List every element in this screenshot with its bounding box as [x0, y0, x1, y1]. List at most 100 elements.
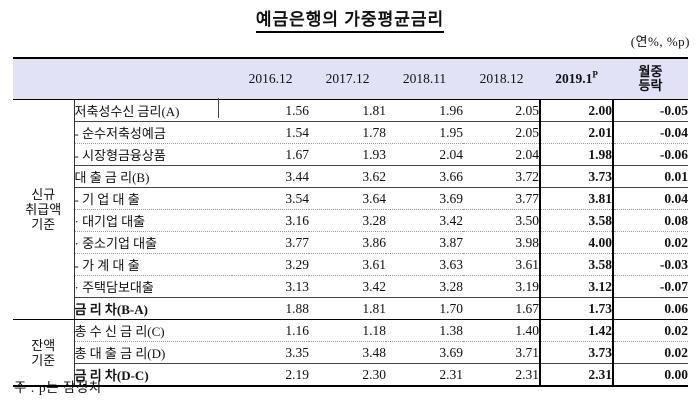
page-title-text: 예금은행의 가중평균금리: [255, 5, 445, 33]
value-cell: 3.69: [386, 341, 463, 364]
value-cell-change: -0.06: [613, 143, 688, 166]
value-cell: 2.19: [232, 363, 309, 387]
value-cell: 3.50: [463, 209, 540, 232]
rates-table: 2016.12 2017.12 2018.11 2018.12 2019.1P …: [13, 57, 688, 387]
label-column-divider-line: [218, 98, 219, 118]
value-cell: 2.30: [309, 363, 386, 387]
value-cell: 3.13: [232, 275, 309, 298]
table-row: 잔액 기준 총 수 신 금 리(C) 1.16 1.18 1.38 1.40 1.42 0.02: [13, 319, 688, 387]
value-cell: 3.35: [232, 341, 309, 364]
unit-note: (연%, %p): [630, 34, 690, 49]
provisional-superscript: P: [592, 69, 598, 80]
table-row: · 주택담보대출 3.13 3.42 3.28 3.19 3.12 -0.07: [13, 275, 688, 298]
value-cell: 1.70: [386, 297, 463, 320]
col-header-monthly-change: 월중 등락: [613, 57, 688, 100]
table-row: 총 대 출 금 리(D) 3.35 3.48 3.69 3.71 3.73 0.02: [13, 341, 688, 364]
value-cell: 1.67: [463, 297, 540, 320]
value-cell: 1.78: [309, 121, 386, 144]
value-cell: 1.18: [309, 319, 386, 342]
value-cell-current: 2.31: [539, 363, 614, 387]
row-label: 금 리 차(B-A): [74, 297, 232, 320]
row-group-label: 신규 취급액 기준: [13, 99, 75, 320]
value-cell-current: 3.81: [539, 187, 614, 210]
monthly-change-line2: 등락: [638, 78, 663, 93]
page-title: 예금은행의 가중평균금리: [0, 5, 700, 33]
value-cell-change: 0.02: [613, 231, 688, 254]
value-cell: 1.88: [232, 297, 309, 320]
value-cell-current: 2.00: [539, 99, 614, 122]
col-header-2018-11: 2018.11: [386, 57, 463, 100]
value-cell: 3.62: [309, 165, 386, 188]
row-label: 저축성수신 금리(A): [74, 99, 232, 122]
value-cell-current: 4.00: [539, 231, 614, 254]
value-cell-current: 1.42: [539, 319, 614, 342]
value-cell: 3.77: [232, 231, 309, 254]
value-cell: 2.31: [463, 363, 540, 387]
value-cell: 3.87: [386, 231, 463, 254]
value-cell: 2.05: [463, 121, 540, 144]
row-label: - 가 계 대 출: [74, 253, 232, 276]
table-row: - 기 업 대 출 3.54 3.64 3.69 3.77 3.81 0.04: [13, 187, 688, 210]
value-cell-current: 3.58: [539, 209, 614, 232]
value-cell: 1.95: [386, 121, 463, 144]
table-row: 금 리 차(B-A) 1.88 1.81 1.70 1.67 1.73 0.06: [13, 297, 688, 320]
value-cell-change: 0.01: [613, 165, 688, 188]
value-cell: 2.05: [463, 99, 540, 122]
value-cell: 1.96: [386, 99, 463, 122]
row-label: 총 수 신 금 리(C): [74, 319, 232, 342]
row-label: 금 리 차(D-C): [74, 363, 232, 387]
table-row: 대 출 금 리(B) 3.44 3.62 3.66 3.72 3.73 0.01: [13, 165, 688, 188]
table-row: · 중소기업 대출 3.77 3.86 3.87 3.98 4.00 0.02: [13, 231, 688, 254]
value-cell: 3.28: [386, 275, 463, 298]
value-cell-change: 0.02: [613, 319, 688, 342]
value-cell: 1.40: [463, 319, 540, 342]
table-row: 신규 취급액 기준 저축성수신 금리(A) 1.56 1.81 1.96 2.05 2.00 -0…: [13, 99, 688, 320]
value-cell: 3.42: [386, 209, 463, 232]
footnote: 주 : p는 잠정치: [14, 380, 102, 395]
row-group-label: 잔액 기준: [13, 319, 75, 387]
value-cell: 3.71: [463, 341, 540, 364]
row-label: 대 출 금 리(B): [74, 165, 232, 188]
value-cell: 3.63: [386, 253, 463, 276]
value-cell: 3.61: [309, 253, 386, 276]
row-label: · 중소기업 대출: [74, 231, 232, 254]
value-cell: 2.04: [463, 143, 540, 166]
value-cell: 3.16: [232, 209, 309, 232]
value-cell-current: 3.73: [539, 341, 614, 364]
value-cell: 1.67: [232, 143, 309, 166]
table-row: - 가 계 대 출 3.29 3.61 3.63 3.61 3.58 -0.03: [13, 253, 688, 276]
col-header-2016-12: 2016.12: [232, 57, 309, 100]
table-row: 금 리 차(D-C) 2.19 2.30 2.31 2.31 2.31 0.00: [13, 363, 688, 387]
row-label: · 주택담보대출: [74, 275, 232, 298]
value-cell: 3.72: [463, 165, 540, 188]
value-cell-change: -0.04: [613, 121, 688, 144]
row-label: - 순수저축성예금: [74, 121, 232, 144]
value-cell: 1.93: [309, 143, 386, 166]
value-cell: 3.54: [232, 187, 309, 210]
value-cell-current: 3.12: [539, 275, 614, 298]
value-cell-change: 0.06: [613, 297, 688, 320]
header-row: 2016.12 2017.12 2018.11 2018.12 2019.1P …: [13, 57, 688, 100]
value-cell: 3.19: [463, 275, 540, 298]
value-cell: 3.42: [309, 275, 386, 298]
col-header-2018-12: 2018.12: [463, 57, 540, 100]
row-label: - 시장형금융상품: [74, 143, 232, 166]
row-label: 총 대 출 금 리(D): [74, 341, 232, 364]
value-cell-current: 1.98: [539, 143, 614, 166]
value-cell-change: -0.03: [613, 253, 688, 276]
value-cell-change: 0.04: [613, 187, 688, 210]
value-cell: 1.81: [309, 99, 386, 122]
col-header-2019-1-provisional: 2019.1P: [540, 57, 613, 100]
value-cell: 3.61: [463, 253, 540, 276]
col-header-2019-1-text: 2019.1: [555, 71, 593, 86]
value-cell: 3.48: [309, 341, 386, 364]
table-row: - 순수저축성예금 1.54 1.78 1.95 2.05 2.01 -0.04: [13, 121, 688, 144]
value-cell-current: 3.73: [539, 165, 614, 188]
table-row: - 시장형금융상품 1.67 1.93 2.04 2.04 1.98 -0.06: [13, 143, 688, 166]
value-cell: 2.31: [386, 363, 463, 387]
value-cell-change: 0.00: [613, 363, 688, 387]
value-cell: 3.77: [463, 187, 540, 210]
header-empty-cell: [13, 57, 232, 100]
table-row: · 대기업 대출 3.16 3.28 3.42 3.50 3.58 0.08: [13, 209, 688, 232]
value-cell: 1.81: [309, 297, 386, 320]
